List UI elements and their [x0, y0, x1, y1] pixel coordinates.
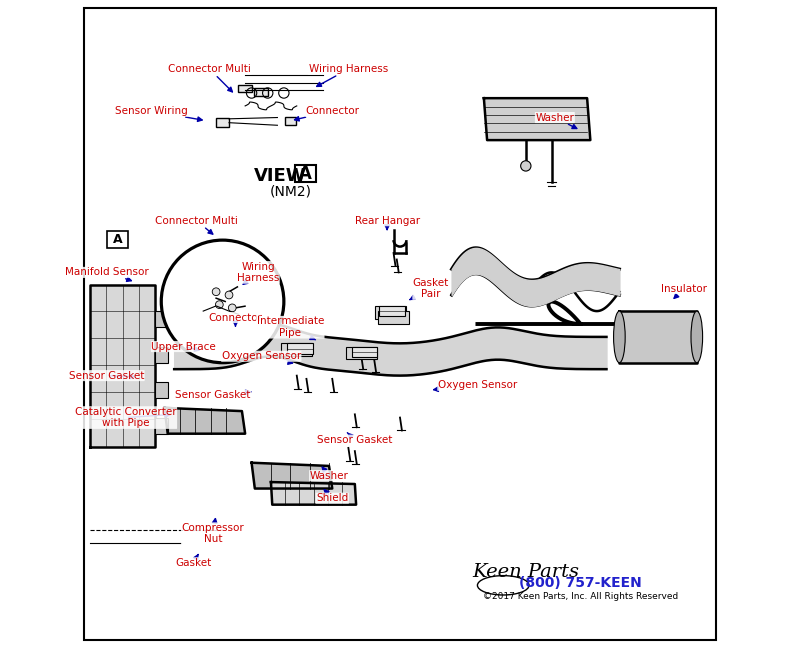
Text: Oxygen Sensor: Oxygen Sensor [434, 380, 517, 391]
Bar [155, 311, 168, 327]
Polygon shape [271, 482, 356, 505]
Text: Catalytic Converter
with Pipe: Catalytic Converter with Pipe [75, 407, 177, 428]
Circle shape [162, 240, 284, 363]
Bar [285, 117, 296, 124]
Bar [155, 417, 168, 434]
Text: Rear Hangar: Rear Hangar [354, 216, 420, 229]
Text: Connector Multi: Connector Multi [155, 216, 238, 234]
Text: (NM2): (NM2) [270, 185, 311, 199]
Bar [282, 343, 312, 356]
Text: Connector Multi: Connector Multi [168, 64, 251, 92]
Bar [379, 306, 405, 316]
Polygon shape [484, 98, 590, 140]
Bar [375, 306, 406, 319]
Text: Oxygen Sensor: Oxygen Sensor [222, 351, 301, 364]
Text: Upper Brace: Upper Brace [151, 341, 216, 352]
Text: Sensor Wiring: Sensor Wiring [115, 106, 202, 121]
Bar [155, 347, 168, 363]
Text: ©2017 Keen Parts, Inc. All Rights Reserved: ©2017 Keen Parts, Inc. All Rights Reserv… [483, 592, 678, 601]
Text: (800) 757-KEEN: (800) 757-KEEN [519, 576, 642, 590]
Ellipse shape [691, 311, 702, 363]
Text: Intermediate
Pipe: Intermediate Pipe [257, 316, 324, 340]
FancyBboxPatch shape [107, 231, 128, 248]
Polygon shape [90, 285, 155, 446]
Text: Manifold Sensor: Manifold Sensor [65, 268, 148, 281]
Bar [346, 347, 377, 360]
Circle shape [215, 301, 223, 308]
Text: A: A [113, 233, 122, 246]
Circle shape [212, 288, 220, 295]
Text: Gasket
Pair: Gasket Pair [410, 278, 449, 300]
Text: Wiring
Harness: Wiring Harness [237, 262, 279, 284]
Bar [254, 88, 268, 96]
Circle shape [521, 161, 531, 171]
Polygon shape [619, 311, 697, 363]
Text: Compressor
Nut: Compressor Nut [182, 518, 244, 544]
Text: Gasket: Gasket [175, 555, 212, 568]
Polygon shape [165, 408, 245, 434]
Text: Connector: Connector [209, 312, 262, 326]
Text: Shield: Shield [316, 490, 348, 503]
Text: Sensor Gasket: Sensor Gasket [317, 433, 393, 445]
Text: Insulator: Insulator [661, 284, 707, 298]
Text: A: A [299, 165, 312, 183]
Ellipse shape [614, 311, 625, 363]
Text: Keen Parts: Keen Parts [472, 563, 579, 581]
Circle shape [225, 291, 233, 299]
Text: Washer: Washer [535, 113, 577, 128]
Text: Sensor Gasket: Sensor Gasket [175, 390, 251, 400]
Text: Sensor Gasket: Sensor Gasket [69, 371, 144, 380]
Bar [287, 343, 313, 354]
FancyBboxPatch shape [295, 165, 316, 182]
Bar [238, 85, 252, 93]
Circle shape [228, 304, 236, 312]
Text: Washer: Washer [310, 467, 349, 481]
Polygon shape [251, 463, 332, 489]
Text: VIEW: VIEW [254, 167, 307, 185]
Bar [378, 311, 409, 324]
Bar [352, 347, 378, 357]
Bar [216, 118, 229, 127]
Text: Wiring Harness: Wiring Harness [309, 64, 388, 86]
Bar [155, 382, 168, 399]
Text: Connector: Connector [294, 106, 359, 121]
